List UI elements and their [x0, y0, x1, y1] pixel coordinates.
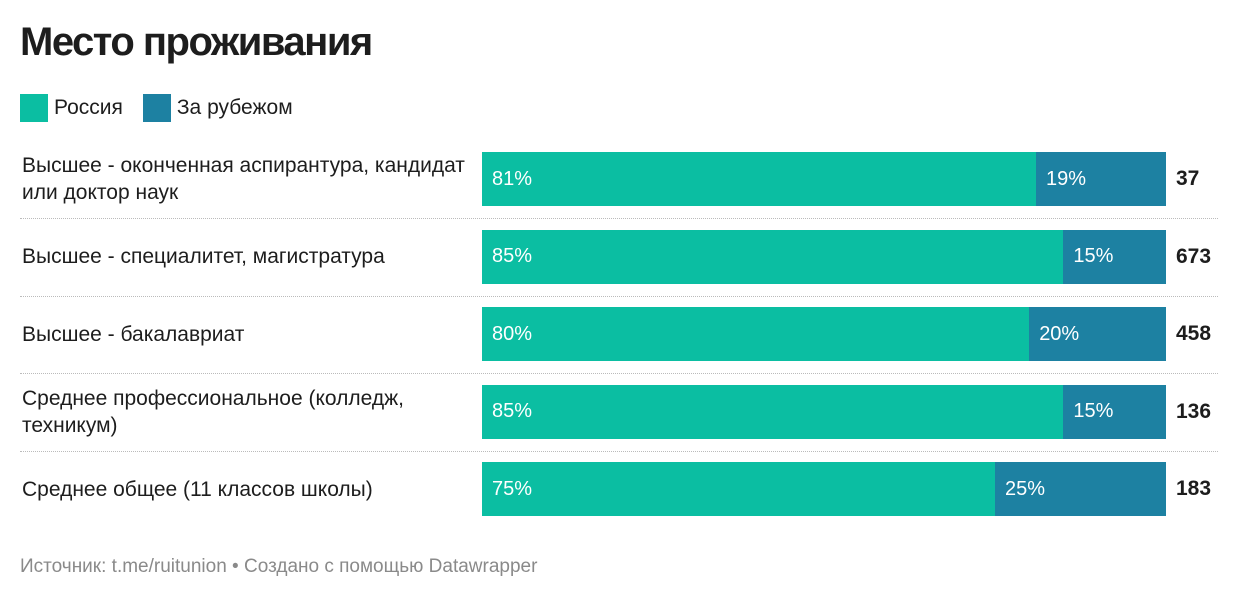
bar-row: Высшее - оконченная аспирантура, кандида…	[0, 152, 1240, 206]
row-total: 458	[1176, 322, 1212, 345]
legend-item: За рубежом	[142, 94, 293, 122]
legend: Россия За рубежом	[20, 94, 293, 122]
bar-segment: 15%	[1063, 229, 1166, 284]
category-label: Среднее общее (11 классов школы)	[22, 477, 373, 501]
source-note: Источник: t.me/ruitunion • Создано с пом…	[20, 556, 538, 577]
bar-segment: 25%	[995, 462, 1166, 516]
legend-item: Россия	[20, 94, 123, 122]
bar-segment: 19%	[1036, 152, 1166, 206]
legend-label: За рубежом	[176, 96, 293, 119]
data-label: 15%	[1073, 245, 1114, 267]
row-separator	[20, 373, 1218, 374]
data-label: 15%	[1073, 400, 1114, 422]
legend-label: Россия	[54, 96, 123, 119]
bar-row: Высшее - бакалавриат 80% 20% 458	[0, 307, 1240, 361]
data-label: 19%	[1046, 167, 1087, 190]
legend-swatch	[20, 94, 48, 122]
chart-title: Место проживания	[20, 20, 373, 64]
legend-swatch	[142, 94, 171, 122]
bar-segment: 15%	[1063, 384, 1166, 439]
row-total: 183	[1176, 477, 1212, 500]
category-label: Высшее - оконченная аспирантура, кандида…	[22, 154, 465, 204]
category-label: Среднее профессиональное (колледж, техни…	[22, 386, 404, 437]
data-label: 85%	[492, 400, 533, 422]
row-total: 673	[1176, 244, 1212, 268]
bar-segment: 85%	[482, 229, 1064, 284]
bar-segment: 20%	[1029, 307, 1166, 361]
bar-row: Среднее профессиональное (колледж, техни…	[0, 384, 1240, 439]
row-separator	[20, 450, 1218, 452]
row-total: 37	[1176, 167, 1200, 190]
data-label: 80%	[492, 322, 533, 345]
bar-segment: 80%	[482, 307, 1030, 361]
bar-segment: 85%	[482, 384, 1064, 439]
bar-segment: 81%	[482, 152, 1037, 206]
data-label: 25%	[1005, 477, 1046, 500]
row-total: 136	[1176, 399, 1212, 423]
category-label: Высшее - бакалавриат	[22, 322, 245, 346]
row-separator	[20, 295, 1218, 297]
data-label: 20%	[1039, 322, 1080, 345]
bar-row: Среднее общее (11 классов школы) 75% 25% 18…	[0, 462, 1240, 516]
category-label: Высшее - специалитет, магистратура	[22, 245, 385, 268]
bar-segment: 75%	[482, 462, 995, 516]
row-separator	[20, 218, 1218, 219]
data-label: 81%	[492, 167, 533, 190]
data-label: 85%	[492, 245, 533, 267]
data-label: 75%	[492, 477, 533, 500]
bar-row: Высшее - специалитет, магистратура 85% 15%…	[0, 229, 1240, 284]
